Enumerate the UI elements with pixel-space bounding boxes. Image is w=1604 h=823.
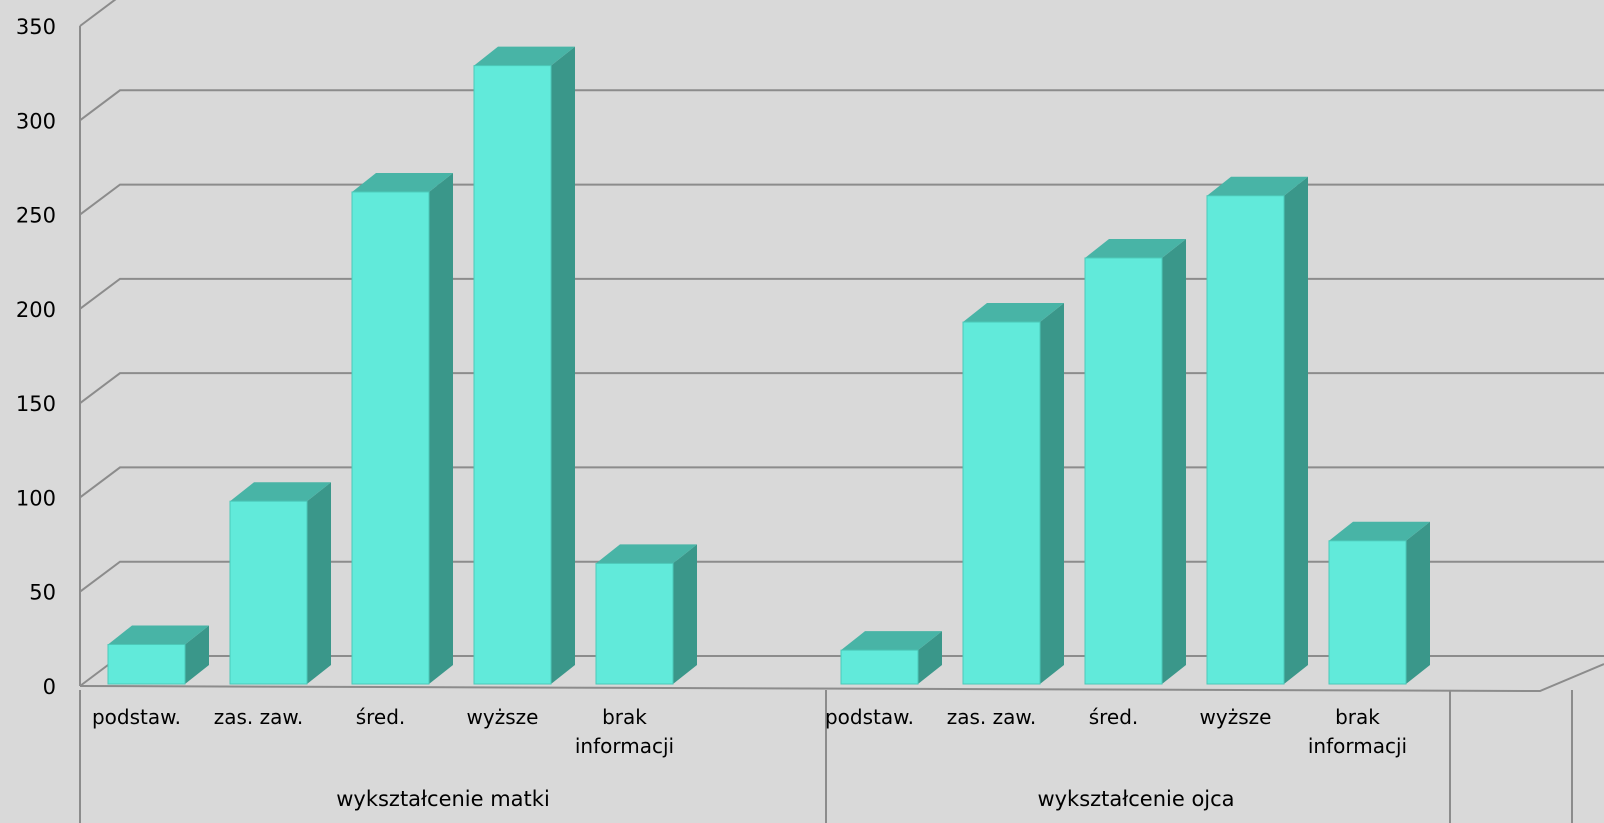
bar-side [1284, 176, 1308, 684]
bar-top [1207, 176, 1308, 196]
category-label: podstaw. [825, 705, 914, 729]
bar [107, 644, 186, 685]
bar-top [108, 625, 209, 645]
bar [840, 649, 919, 685]
bar-top [352, 172, 453, 192]
category-axis [79, 690, 1573, 823]
bar-side [673, 544, 697, 684]
group-label: wykształcenie matki [336, 787, 550, 811]
y-tick-label: 300 [16, 109, 56, 133]
bar-side [1040, 303, 1064, 684]
gridline [79, 372, 1604, 404]
category-label: wyższe [1200, 705, 1272, 729]
bars [107, 46, 1430, 685]
bar-top [474, 46, 575, 66]
category-label: zas. zaw. [947, 705, 1037, 729]
category-label: informacji [1308, 734, 1407, 758]
bar [1206, 195, 1285, 685]
y-tick-label: 250 [16, 204, 56, 228]
bar [595, 562, 674, 685]
group-label: wykształcenie ojca [1037, 787, 1234, 811]
bar [229, 500, 308, 685]
bar [351, 191, 430, 685]
bar [962, 321, 1041, 685]
bar-top [596, 544, 697, 564]
bar [1328, 540, 1407, 685]
gridlines [79, 0, 1604, 693]
bar-side [1406, 521, 1430, 684]
y-tick-label: 350 [16, 15, 56, 39]
gridline [79, 89, 1604, 122]
bar-side [918, 631, 942, 684]
bar [1084, 257, 1163, 685]
y-tick-label: 150 [16, 392, 56, 416]
bar-side [551, 46, 575, 685]
bar-side [429, 172, 453, 684]
bar-top [963, 303, 1064, 323]
bar-side [1162, 238, 1186, 684]
y-tick-label: 50 [29, 581, 56, 605]
category-label: wyższe [467, 705, 539, 729]
y-axis-tick-labels: 0 50 100 150 200 250 300 350 [16, 15, 56, 699]
bar-top [1329, 521, 1430, 541]
category-label: podstaw. [92, 705, 181, 729]
category-label: zas. zaw. [214, 705, 304, 729]
gridline [79, 183, 1604, 216]
bar-side [185, 625, 209, 684]
category-label: brak [602, 705, 647, 729]
category-labels: podstaw. zas. zaw. śred. wyższe brak informac… [92, 705, 1407, 811]
category-label: brak [1335, 705, 1380, 729]
category-label: śred. [356, 705, 406, 729]
category-label: informacji [575, 734, 674, 758]
y-tick-label: 0 [43, 675, 56, 699]
bar-top [230, 482, 331, 502]
bar-side [307, 482, 331, 684]
bar-top [1085, 238, 1186, 258]
gridline [79, 277, 1604, 310]
bar [473, 65, 552, 685]
gridline [79, 0, 117, 27]
y-tick-label: 200 [16, 298, 56, 322]
floor-front-edge [79, 663, 1604, 693]
category-label: śred. [1089, 705, 1139, 729]
y-tick-label: 100 [16, 486, 56, 510]
bar-top [841, 631, 942, 651]
